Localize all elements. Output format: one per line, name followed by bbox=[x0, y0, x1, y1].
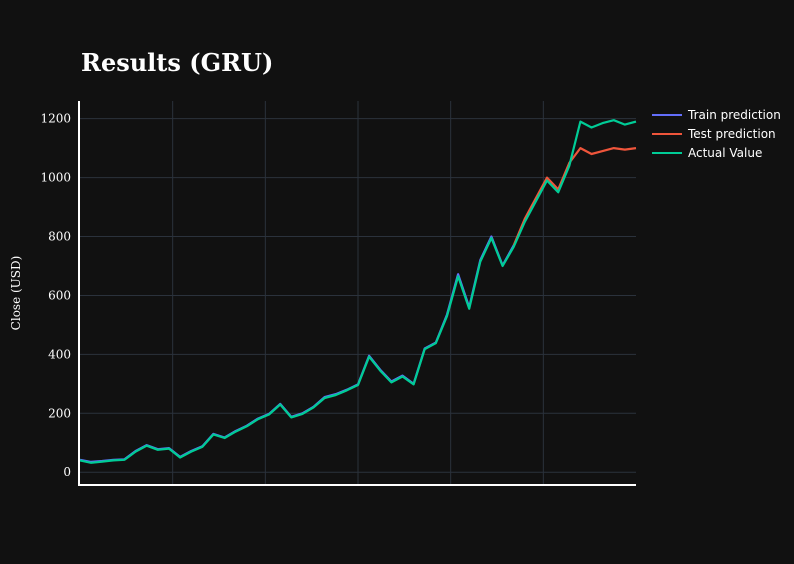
grid bbox=[80, 101, 636, 484]
y-tick-label: 400 bbox=[48, 347, 71, 361]
legend-item[interactable]: Train prediction bbox=[652, 108, 781, 122]
legend-label: Test prediction bbox=[687, 127, 776, 141]
legend: Train prediction Test prediction Actual Va… bbox=[652, 108, 781, 160]
y-tick-label: 1200 bbox=[40, 112, 71, 126]
y-axis-ticks: 0 200 400 600 800 1000 1200 bbox=[40, 112, 71, 480]
y-tick-label: 600 bbox=[48, 288, 71, 302]
y-axis-title: Close (USD) bbox=[9, 256, 23, 331]
chart-title: Results (GRU) bbox=[81, 48, 273, 77]
series-lines bbox=[79, 119, 637, 464]
legend-item[interactable]: Actual Value bbox=[652, 146, 762, 160]
series-line-test-prediction bbox=[512, 147, 637, 246]
legend-label: Train prediction bbox=[687, 108, 781, 122]
y-tick-label: 1000 bbox=[40, 171, 71, 185]
legend-item[interactable]: Test prediction bbox=[652, 127, 776, 141]
series-line-actual-value bbox=[79, 119, 637, 464]
legend-label: Actual Value bbox=[688, 146, 762, 160]
y-tick-label: 0 bbox=[63, 465, 71, 479]
y-tick-label: 800 bbox=[48, 230, 71, 244]
y-tick-label: 200 bbox=[48, 406, 71, 420]
series-line-train-prediction bbox=[79, 235, 515, 463]
